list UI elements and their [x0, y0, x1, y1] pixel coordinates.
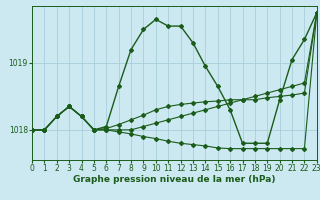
- X-axis label: Graphe pression niveau de la mer (hPa): Graphe pression niveau de la mer (hPa): [73, 175, 276, 184]
